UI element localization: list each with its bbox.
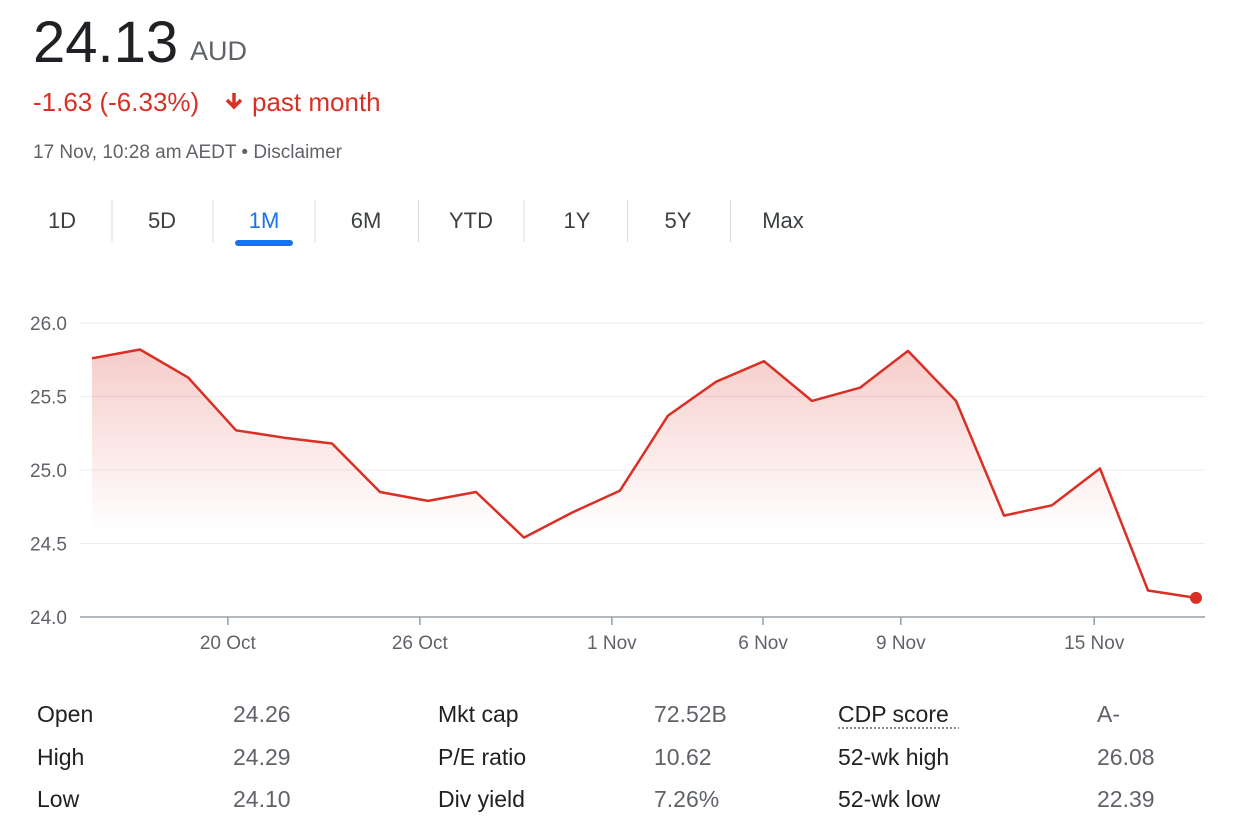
stat-label: 52-wk high: [838, 744, 949, 770]
x-tick-label: 6 Nov: [738, 633, 788, 654]
stat-label: P/E ratio: [438, 744, 526, 770]
stat-label: Low: [37, 786, 80, 812]
x-tick-label: 9 Nov: [876, 633, 926, 654]
tab[interactable]: 1Y: [564, 208, 591, 233]
tab[interactable]: 1M: [249, 208, 280, 233]
area: [92, 349, 1196, 617]
stat-value: 72.52B: [654, 701, 727, 727]
x-tick-label: 1 Nov: [587, 633, 637, 654]
tab-indicator: [235, 240, 293, 246]
timestamp: 17 Nov, 10:28 am AEDT • Disclaimer: [33, 142, 343, 163]
price: 24.13: [33, 10, 178, 75]
tab[interactable]: YTD: [449, 208, 493, 233]
period: past month: [252, 87, 381, 117]
x-tick-label: 15 Nov: [1064, 633, 1125, 654]
y-tick-label: 24.0: [30, 608, 67, 629]
stat-value: 22.39: [1097, 786, 1155, 812]
y-tick-label: 26.0: [30, 314, 67, 335]
stat-value: 24.26: [233, 701, 291, 727]
tab[interactable]: 5D: [148, 208, 176, 233]
stat-label: CDP score: [838, 701, 949, 727]
stat-label: High: [37, 744, 84, 770]
y-tick-label: 25.5: [30, 388, 67, 409]
stat-label: Div yield: [438, 786, 525, 812]
stat-value: 7.26%: [654, 786, 719, 812]
stat-label: Mkt cap: [438, 701, 519, 727]
stat-label: 52-wk low: [838, 786, 941, 812]
tab[interactable]: 5Y: [665, 208, 692, 233]
stat-label: Open: [37, 701, 93, 727]
price-line: [91, 348, 1197, 600]
tab[interactable]: 1D: [48, 208, 76, 233]
end-dot: [1190, 591, 1202, 604]
change: -1.63 (-6.33%): [33, 87, 199, 117]
tab[interactable]: 6M: [351, 208, 382, 233]
stats-table: Open 24.26 High 24.29 Low 24.10 Mkt cap 72.52B P…: [37, 701, 1155, 812]
down-arrow: [225, 93, 243, 110]
stat-value: A-: [1097, 701, 1120, 727]
tab[interactable]: Max: [762, 208, 804, 233]
stat-value: 26.08: [1097, 744, 1155, 770]
y-tick-label: 25.0: [30, 461, 67, 482]
x-tick-label: 20 Oct: [200, 633, 257, 654]
x-tick-label: 26 Oct: [392, 633, 449, 654]
stat-value: 24.10: [233, 786, 291, 812]
chart: 24.0 24.5 25.0 25.5 26.0 20 Oct 26 Oct 1 Nov 6 N…: [30, 314, 1205, 654]
stat-value: 10.62: [654, 744, 712, 770]
currency: AUD: [190, 36, 247, 66]
range-tabs: 1D 5D 1M 6M YTD 1Y 5Y Max: [48, 200, 804, 246]
stat-value: 24.29: [233, 744, 291, 770]
y-tick-label: 24.5: [30, 535, 67, 556]
